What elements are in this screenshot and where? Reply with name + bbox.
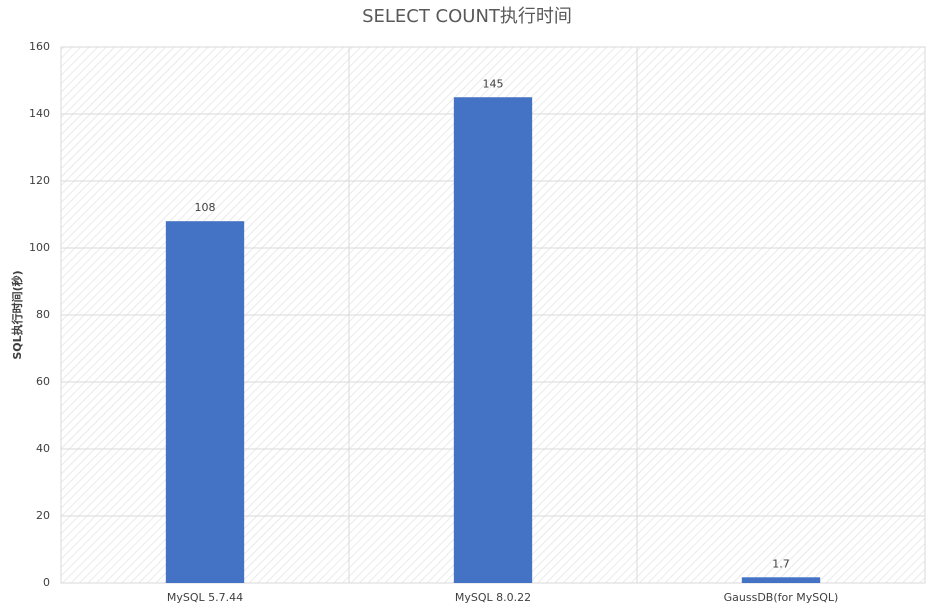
bar xyxy=(453,97,533,583)
y-tick-label: 100 xyxy=(29,241,50,254)
y-tick-label: 140 xyxy=(29,107,50,120)
y-tick-label: 120 xyxy=(29,174,50,187)
y-axis-label: SQL执行时间(秒) xyxy=(10,270,24,359)
x-tick-label: MySQL 8.0.22 xyxy=(455,591,531,604)
y-tick-label: 80 xyxy=(36,308,50,321)
data-label: 1.7 xyxy=(772,557,790,570)
x-tick-label: GaussDB(for MySQL) xyxy=(724,591,839,604)
chart-title: SELECT COUNT执行时间 xyxy=(362,6,572,27)
data-label: 108 xyxy=(195,201,216,214)
bar xyxy=(741,577,821,583)
y-tick-label: 60 xyxy=(36,375,50,388)
y-tick-label: 40 xyxy=(36,442,50,455)
y-tick-label: 20 xyxy=(36,509,50,522)
data-label: 145 xyxy=(483,77,504,90)
y-tick-label: 160 xyxy=(29,40,50,53)
x-tick-label: MySQL 5.7.44 xyxy=(167,591,243,604)
bar xyxy=(165,221,245,583)
y-tick-label: 0 xyxy=(43,576,50,589)
